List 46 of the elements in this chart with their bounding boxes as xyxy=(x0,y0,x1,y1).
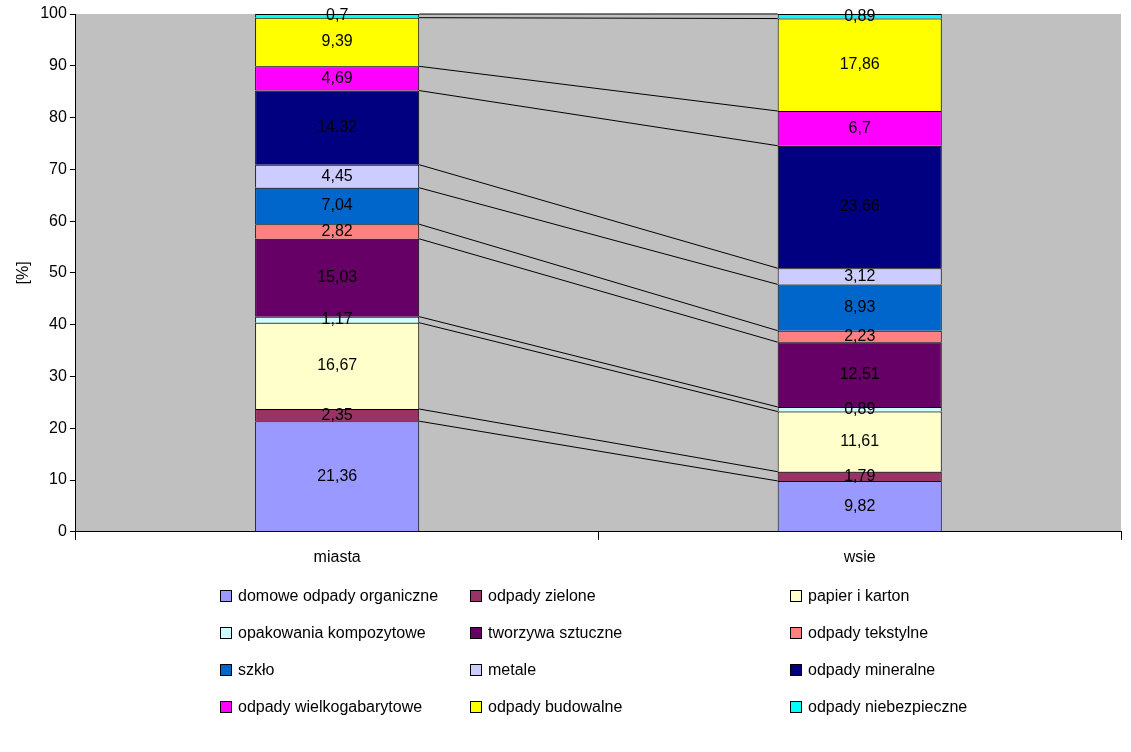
y-axis-title: [%] xyxy=(14,261,32,285)
y-tick-label: 90 xyxy=(49,56,67,74)
data-label: 17,86 xyxy=(839,55,880,73)
data-label: 3,12 xyxy=(844,266,876,284)
x-tick-label: wsie xyxy=(842,547,876,565)
x-tick-label: miasta xyxy=(313,547,361,565)
y-tick-label: 20 xyxy=(49,418,67,436)
data-label: 21,36 xyxy=(317,466,358,484)
legend-label: szkło xyxy=(238,661,275,679)
legend-label: odpady mineralne xyxy=(808,661,936,679)
data-label: 0,7 xyxy=(326,6,349,24)
data-label: 4,45 xyxy=(321,166,353,184)
legend-label: odpady tekstylne xyxy=(808,624,929,642)
legend-label: odpady zielone xyxy=(488,587,596,605)
data-label: 2,82 xyxy=(321,221,353,239)
data-label: 6,7 xyxy=(848,118,871,136)
legend-label: opakowania kompozytowe xyxy=(238,624,426,642)
legend-label: metale xyxy=(488,661,537,679)
legend-label: odpady niebezpieczne xyxy=(808,698,968,716)
y-tick-label: 60 xyxy=(49,211,67,229)
y-tick-label: 10 xyxy=(49,470,67,488)
legend-label: domowe odpady organiczne xyxy=(238,587,439,605)
y-tick-label: 70 xyxy=(49,159,67,177)
data-label: 16,67 xyxy=(317,356,358,374)
data-label: 23,66 xyxy=(839,197,880,215)
data-label: 9,82 xyxy=(844,496,876,514)
legend-label: odpady budowalne xyxy=(488,698,623,716)
legend-label: papier i karton xyxy=(808,587,910,605)
data-label: 11,61 xyxy=(840,432,880,450)
data-label: 8,93 xyxy=(844,297,876,315)
data-label: 7,04 xyxy=(321,196,353,214)
data-label: 4,69 xyxy=(321,68,353,86)
data-label: 1,79 xyxy=(844,466,876,484)
data-label: 15,03 xyxy=(317,268,358,286)
y-tick-label: 50 xyxy=(49,263,67,281)
data-label: 14,32 xyxy=(317,118,358,136)
y-tick-label: 0 xyxy=(57,522,67,540)
legend-label: tworzywa sztuczne xyxy=(488,624,623,642)
y-tick-label: 80 xyxy=(49,107,67,125)
data-label: 2,23 xyxy=(844,326,876,344)
legend-label: odpady wielkogabarytowe xyxy=(238,698,423,716)
y-tick-label: 40 xyxy=(49,315,67,333)
data-label: 9,39 xyxy=(321,32,353,50)
data-label: 12,51 xyxy=(839,364,880,382)
y-tick-label: 30 xyxy=(49,366,67,384)
y-tick-label: 100 xyxy=(40,4,67,22)
